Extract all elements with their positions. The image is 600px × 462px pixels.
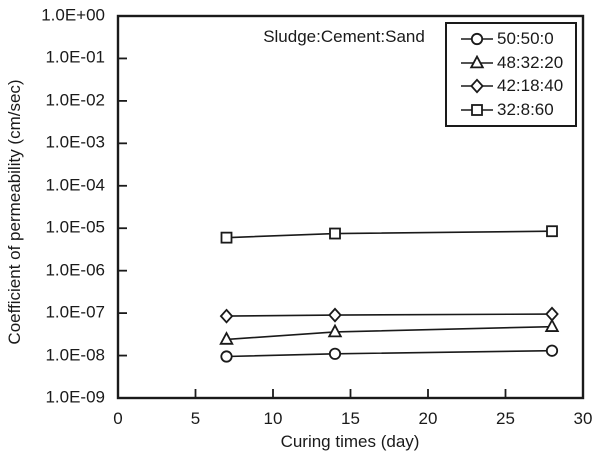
circle-marker-icon — [461, 32, 493, 45]
y-tick-label: 1.0E-08 — [45, 345, 105, 365]
legend-item-3: 32:8:60 — [459, 100, 573, 120]
y-tick-label: 1.0E-03 — [45, 132, 105, 152]
data-point-series3-day28 — [546, 225, 558, 238]
legend-item-2: 42:18:40 — [459, 76, 573, 96]
square-marker-icon — [461, 104, 493, 117]
x-tick-label: 20 — [418, 409, 438, 428]
x-tick-label: 25 — [496, 409, 515, 428]
data-point-series2-day28 — [545, 306, 559, 322]
y-tick-label: 1.0E-09 — [45, 387, 105, 407]
plot-border — [116, 14, 585, 400]
y-tick-label: 1.0E-01 — [45, 48, 105, 68]
legend-item-1: 48:32:20 — [459, 53, 573, 73]
data-point-series1-day28 — [544, 318, 560, 332]
legend-diamond-marker — [470, 78, 484, 94]
x-tick-label: 0 — [113, 409, 123, 428]
data-point-series3-day7 — [220, 231, 233, 244]
diamond-marker-icon — [461, 78, 493, 94]
legend-triangle-marker — [469, 54, 485, 68]
x-tick-label: 5 — [190, 409, 201, 428]
data-point-series0-day14 — [328, 347, 342, 360]
series-line-1 — [226, 325, 553, 341]
data-point-series2-day14 — [328, 307, 342, 323]
x-axis-title: Curing times (day) — [280, 432, 420, 451]
y-tick-label: 1.0E-06 — [45, 260, 105, 280]
legend-label: 32:8:60 — [497, 100, 554, 120]
legend-box: 50:50:0 48:32:20 42:18:40 32:8:60 — [445, 22, 577, 127]
data-point-series0-day28 — [545, 344, 559, 357]
series-line-0 — [226, 349, 553, 358]
legend-square-marker — [471, 104, 483, 117]
x-tick-label: 10 — [263, 409, 283, 428]
data-point-series3-day14 — [329, 227, 341, 240]
legend-item-0: 50:50:0 — [459, 29, 573, 49]
legend-label: 48:32:20 — [497, 52, 564, 72]
x-tick-label: 15 — [341, 409, 360, 428]
series-line-2 — [226, 313, 553, 317]
data-point-series1-day7 — [219, 331, 234, 345]
y-tick-label: 1.0E-05 — [45, 217, 105, 237]
y-tick-label: 1.0E-02 — [45, 90, 105, 110]
legend-label: 50:50:0 — [497, 28, 554, 48]
data-point-series1-day14 — [327, 323, 343, 338]
x-tick-label: 30 — [573, 409, 593, 428]
triangle-marker-icon — [461, 54, 493, 68]
y-tick-label: 1.0E-07 — [45, 302, 105, 322]
legend-circle-marker — [470, 32, 484, 45]
y-tick-label: 1.0E-04 — [45, 175, 105, 195]
data-point-series2-day7 — [219, 308, 234, 324]
legend-label: 42:18:40 — [497, 76, 564, 96]
series-line-3 — [226, 230, 553, 239]
legend-title: Sludge:Cement:Sand — [263, 27, 425, 46]
data-point-series0-day7 — [220, 350, 233, 363]
y-tick-label: 1.0E+00 — [41, 5, 105, 25]
